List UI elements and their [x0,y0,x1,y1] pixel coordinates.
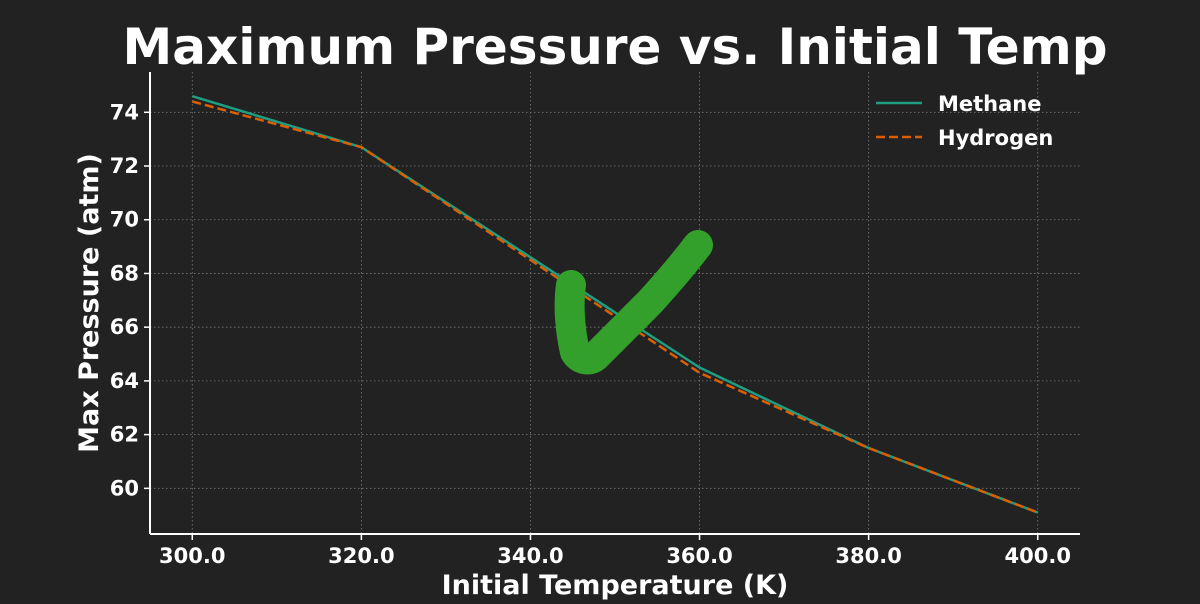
legend-label-methane: Methane [938,92,1042,116]
y-tick-label: 72 [110,154,139,178]
y-tick-label: 62 [110,423,139,447]
y-tick-label: 68 [110,261,139,285]
x-tick-label: 320.0 [328,544,394,568]
y-axis-label: Max Pressure (atm) [74,153,105,453]
y-tick-label: 64 [110,369,139,393]
axes [144,72,1080,540]
series-line-methane [191,95,1039,514]
x-tick-label: 340.0 [497,544,563,568]
chart-title: Maximum Pressure vs. Initial Temp [122,18,1107,76]
y-tick-label: 74 [110,100,139,124]
x-axis-label: Initial Temperature (K) [442,570,789,600]
y-tick-label: 66 [110,315,139,339]
x-tick-label: 300.0 [159,544,225,568]
checkmark-annotation [554,230,713,375]
x-tick-label: 400.0 [1005,544,1071,568]
x-tick-label: 360.0 [666,544,732,568]
series-lines [191,95,1039,514]
checkmark-icon [554,230,713,375]
series-line-hydrogen [191,100,1039,514]
y-tick-label: 60 [110,476,139,500]
legend-label-hydrogen: Hydrogen [938,126,1053,150]
tick-labels: 300.0 320.0 340.0 360.0 380.0 400.0 60 62 64 66 68… [110,100,1071,568]
y-tick-label: 70 [110,208,139,232]
x-tick-label: 380.0 [835,544,901,568]
legend: Methane Hydrogen [876,92,1053,150]
